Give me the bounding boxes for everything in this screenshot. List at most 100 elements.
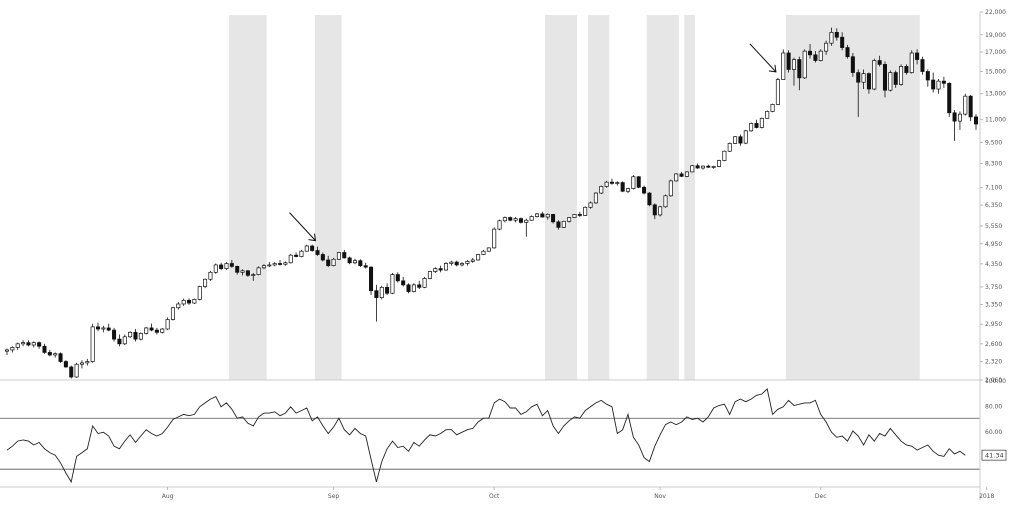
candle-body: [486, 247, 491, 252]
candle-body: [561, 220, 566, 228]
x-tick-label: Nov: [654, 493, 666, 500]
candle: [160, 327, 165, 334]
candle: [631, 175, 636, 190]
candle-body: [545, 214, 550, 218]
candle: [797, 56, 802, 91]
candle: [529, 215, 534, 221]
candle: [363, 262, 368, 269]
candle: [385, 283, 390, 295]
candle-body: [42, 345, 47, 353]
candle: [754, 119, 759, 129]
x-tick-label: Oct: [489, 493, 500, 500]
candle: [267, 262, 272, 268]
candle-body: [69, 366, 74, 378]
shaded-region: [646, 15, 679, 380]
candle: [786, 50, 791, 73]
candle-body: [882, 64, 887, 91]
candle-body: [609, 181, 614, 184]
candle-body: [58, 353, 63, 362]
shaded-region: [229, 15, 267, 380]
candle-body: [144, 327, 149, 334]
y-tick-label: 15,000: [985, 69, 1006, 76]
candle-body: [358, 260, 363, 267]
candle: [775, 77, 780, 106]
candle-body: [379, 286, 384, 298]
candle: [256, 266, 261, 276]
candle: [433, 267, 438, 274]
candle: [310, 244, 315, 252]
candle-body: [893, 72, 898, 85]
candle-body: [331, 258, 336, 267]
rsi-last-value-badge: 41.34: [981, 449, 1007, 461]
candle-body: [283, 262, 288, 265]
y-tick-label: 2,320: [985, 359, 1002, 366]
y-tick-label: 22,000: [985, 9, 1006, 16]
candle-body: [411, 284, 416, 292]
candle-body: [711, 166, 716, 168]
candle-body: [417, 284, 422, 288]
candle-body: [438, 268, 443, 271]
candle-body: [85, 361, 90, 364]
y-tick-label: 5,550: [985, 223, 1002, 230]
candle-body: [170, 307, 175, 320]
candle-body: [615, 182, 620, 184]
candle-body: [192, 299, 197, 304]
candle-body: [385, 286, 390, 294]
candle-body: [149, 327, 154, 331]
candle-body: [534, 213, 540, 217]
candle-body: [925, 71, 930, 81]
x-tick-label: 2018: [979, 493, 994, 500]
candle-body: [631, 176, 636, 189]
candle: [208, 270, 213, 281]
candle: [963, 93, 968, 116]
candle-body: [904, 66, 909, 73]
candle-body: [551, 214, 556, 223]
candle: [352, 258, 357, 265]
candle-body: [336, 252, 341, 260]
candle: [390, 273, 395, 295]
candle-body: [652, 204, 657, 216]
candle-body: [770, 104, 775, 112]
candle: [540, 211, 545, 218]
candle-body: [122, 336, 127, 345]
candle-body: [470, 259, 475, 262]
candle: [888, 70, 893, 92]
candle-body: [326, 259, 331, 267]
candle-body: [363, 265, 368, 268]
candle-body: [636, 176, 641, 188]
candle: [470, 257, 475, 263]
candle: [845, 44, 850, 59]
candle-body: [133, 331, 138, 340]
shaded-region: [314, 15, 342, 380]
candle: [304, 244, 309, 252]
candle-body: [449, 261, 454, 264]
candle-body: [299, 250, 304, 257]
candle: [149, 323, 154, 332]
candle-body: [476, 254, 481, 261]
candle: [58, 352, 63, 363]
candle-body: [829, 31, 834, 44]
y-tick-label: 4,950: [985, 241, 1002, 248]
candle-body: [588, 202, 593, 208]
candle-body: [861, 73, 866, 83]
candle-body: [834, 31, 839, 38]
candle-body: [342, 252, 347, 259]
candle: [406, 283, 411, 294]
candle: [229, 259, 234, 268]
candle: [770, 103, 775, 113]
candle: [96, 322, 101, 332]
candle: [872, 58, 877, 91]
candle: [733, 136, 738, 145]
y-tick-label: 3,350: [985, 301, 1002, 308]
candle: [824, 40, 829, 55]
candle-body: [786, 52, 791, 70]
candle-body: [395, 274, 400, 282]
candle: [524, 218, 529, 237]
candle: [599, 185, 604, 194]
candle: [695, 163, 700, 169]
candle-body: [524, 219, 529, 223]
candle: [508, 216, 513, 222]
candle: [486, 247, 491, 252]
candle-body: [288, 254, 293, 264]
candle: [551, 213, 556, 224]
